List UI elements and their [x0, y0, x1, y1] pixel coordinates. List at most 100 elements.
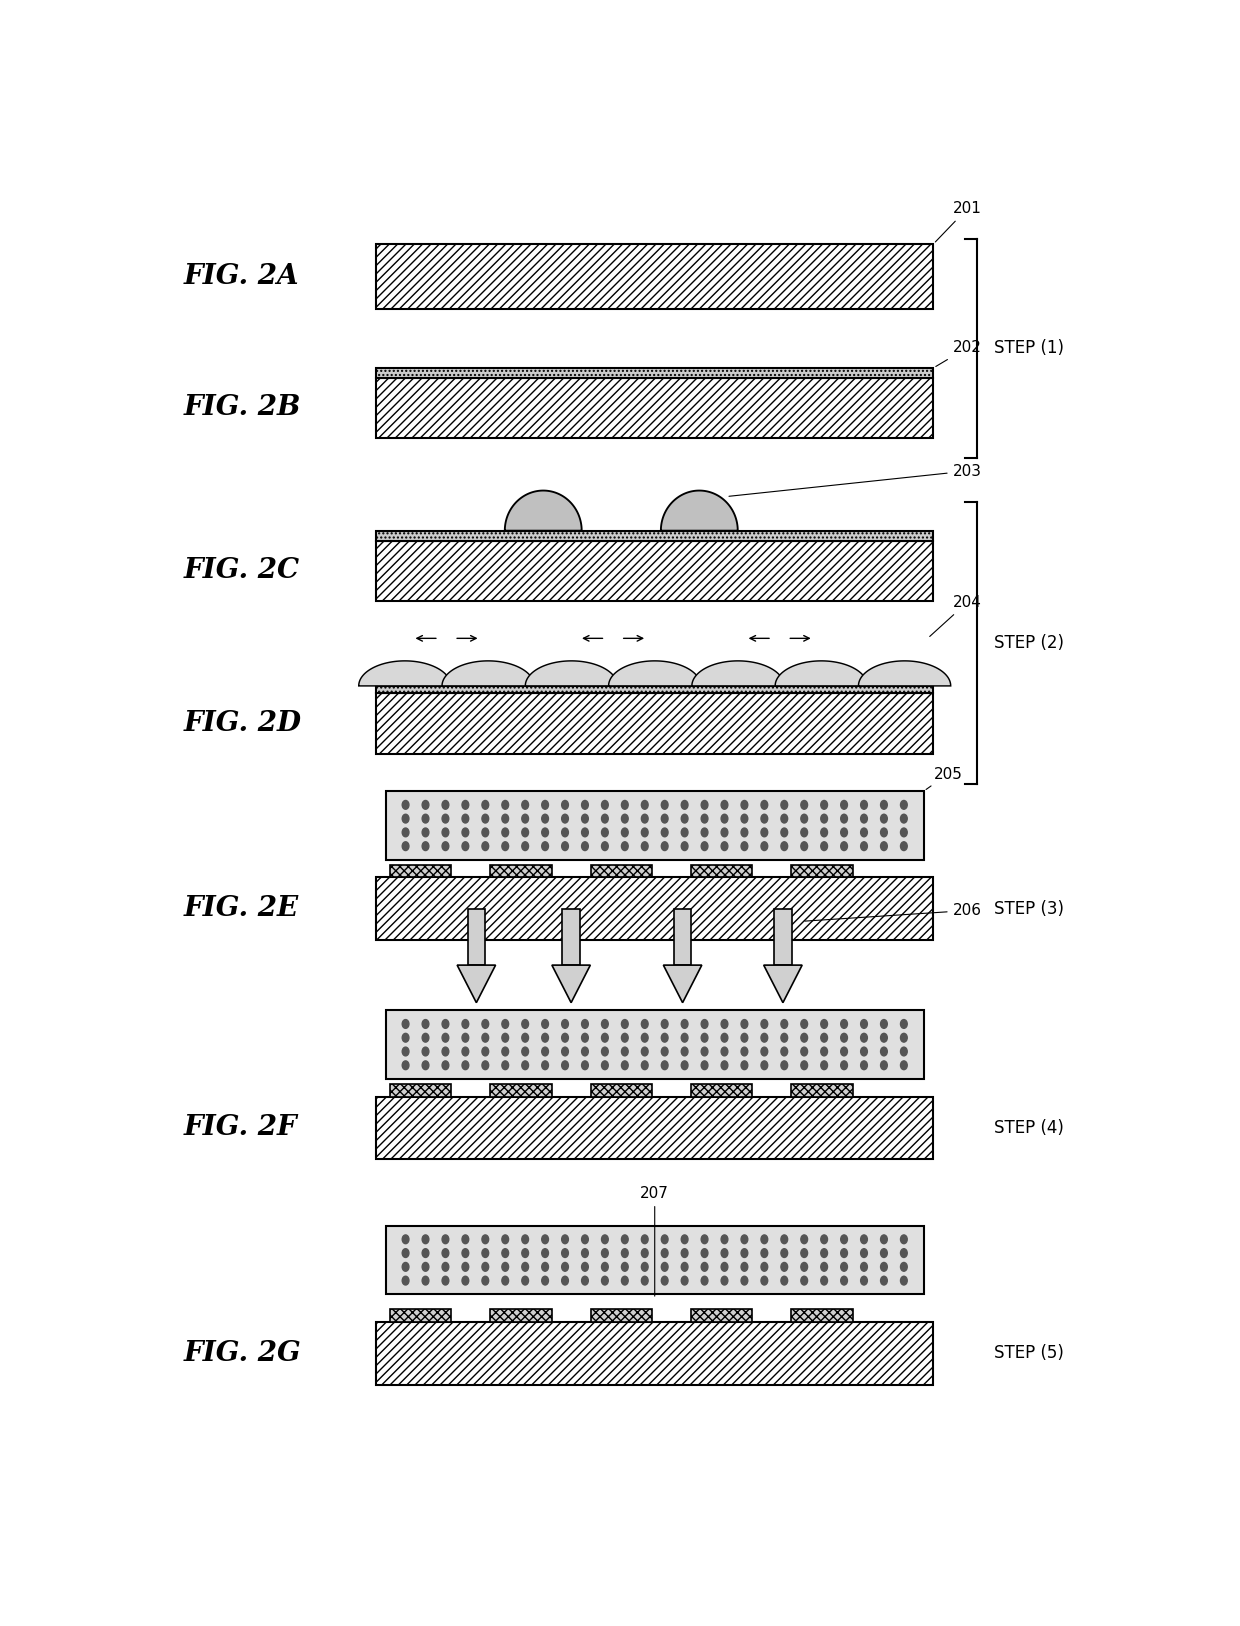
Circle shape [701, 815, 708, 823]
Circle shape [463, 1060, 469, 1070]
Circle shape [900, 842, 908, 850]
Circle shape [841, 828, 847, 837]
Circle shape [821, 815, 827, 823]
Bar [691, 1085, 753, 1096]
Text: STEP (4): STEP (4) [994, 1119, 1064, 1137]
Circle shape [661, 842, 668, 850]
Circle shape [502, 1249, 508, 1257]
Circle shape [641, 1020, 649, 1028]
Circle shape [861, 815, 867, 823]
Circle shape [701, 800, 708, 810]
Circle shape [722, 842, 728, 850]
Circle shape [542, 1060, 548, 1070]
Polygon shape [552, 966, 590, 1003]
Circle shape [443, 1276, 449, 1285]
Polygon shape [775, 660, 868, 686]
Circle shape [522, 800, 528, 810]
Circle shape [443, 842, 449, 850]
Circle shape [502, 1276, 508, 1285]
Circle shape [422, 815, 429, 823]
Circle shape [781, 1047, 787, 1055]
Circle shape [841, 1262, 847, 1272]
Circle shape [900, 1234, 908, 1244]
Circle shape [841, 815, 847, 823]
Circle shape [801, 1234, 807, 1244]
Bar [376, 244, 934, 309]
Circle shape [781, 800, 787, 810]
Circle shape [661, 1249, 668, 1257]
Circle shape [443, 815, 449, 823]
Circle shape [641, 1034, 649, 1042]
Circle shape [841, 1047, 847, 1055]
Circle shape [900, 1060, 908, 1070]
Circle shape [463, 1034, 469, 1042]
Circle shape [502, 815, 508, 823]
Circle shape [402, 1234, 409, 1244]
Circle shape [422, 1047, 429, 1055]
Polygon shape [692, 660, 784, 686]
Circle shape [722, 815, 728, 823]
Circle shape [681, 1060, 688, 1070]
Polygon shape [358, 660, 451, 686]
Circle shape [841, 1234, 847, 1244]
Circle shape [522, 1262, 528, 1272]
Circle shape [641, 1262, 649, 1272]
Circle shape [463, 1276, 469, 1285]
Circle shape [701, 828, 708, 837]
Circle shape [621, 1034, 629, 1042]
Polygon shape [609, 660, 701, 686]
Circle shape [880, 800, 888, 810]
Circle shape [900, 828, 908, 837]
Circle shape [742, 815, 748, 823]
Circle shape [661, 1020, 668, 1028]
Circle shape [482, 1060, 489, 1070]
Circle shape [861, 1047, 867, 1055]
Circle shape [621, 842, 629, 850]
Circle shape [742, 800, 748, 810]
Circle shape [821, 800, 827, 810]
Circle shape [402, 842, 409, 850]
Circle shape [781, 1034, 787, 1042]
Circle shape [781, 1234, 787, 1244]
Circle shape [502, 800, 508, 810]
Circle shape [801, 800, 807, 810]
Circle shape [681, 1276, 688, 1285]
Text: STEP (3): STEP (3) [994, 899, 1064, 917]
Circle shape [701, 1047, 708, 1055]
Bar [774, 909, 791, 966]
Bar [590, 1309, 652, 1322]
Circle shape [582, 1234, 588, 1244]
Circle shape [621, 1262, 629, 1272]
Circle shape [482, 1234, 489, 1244]
Circle shape [463, 1020, 469, 1028]
Circle shape [801, 1276, 807, 1285]
Circle shape [601, 800, 609, 810]
Circle shape [482, 1047, 489, 1055]
Circle shape [681, 1249, 688, 1257]
Circle shape [761, 1234, 768, 1244]
Polygon shape [764, 966, 802, 1003]
Circle shape [562, 800, 568, 810]
Circle shape [761, 1262, 768, 1272]
Circle shape [681, 842, 688, 850]
Bar [389, 865, 451, 878]
Circle shape [582, 828, 588, 837]
Circle shape [542, 842, 548, 850]
Circle shape [601, 1234, 609, 1244]
Circle shape [661, 1060, 668, 1070]
Circle shape [443, 1249, 449, 1257]
Text: FIG. 2G: FIG. 2G [184, 1340, 301, 1367]
Circle shape [821, 842, 827, 850]
Circle shape [522, 1034, 528, 1042]
Circle shape [562, 1034, 568, 1042]
Circle shape [681, 1034, 688, 1042]
Circle shape [621, 800, 629, 810]
Circle shape [482, 1262, 489, 1272]
Bar [490, 865, 552, 878]
Circle shape [482, 1034, 489, 1042]
Circle shape [641, 842, 649, 850]
Circle shape [722, 1047, 728, 1055]
Circle shape [701, 842, 708, 850]
Bar [376, 530, 934, 541]
Text: FIG. 2E: FIG. 2E [184, 896, 299, 922]
